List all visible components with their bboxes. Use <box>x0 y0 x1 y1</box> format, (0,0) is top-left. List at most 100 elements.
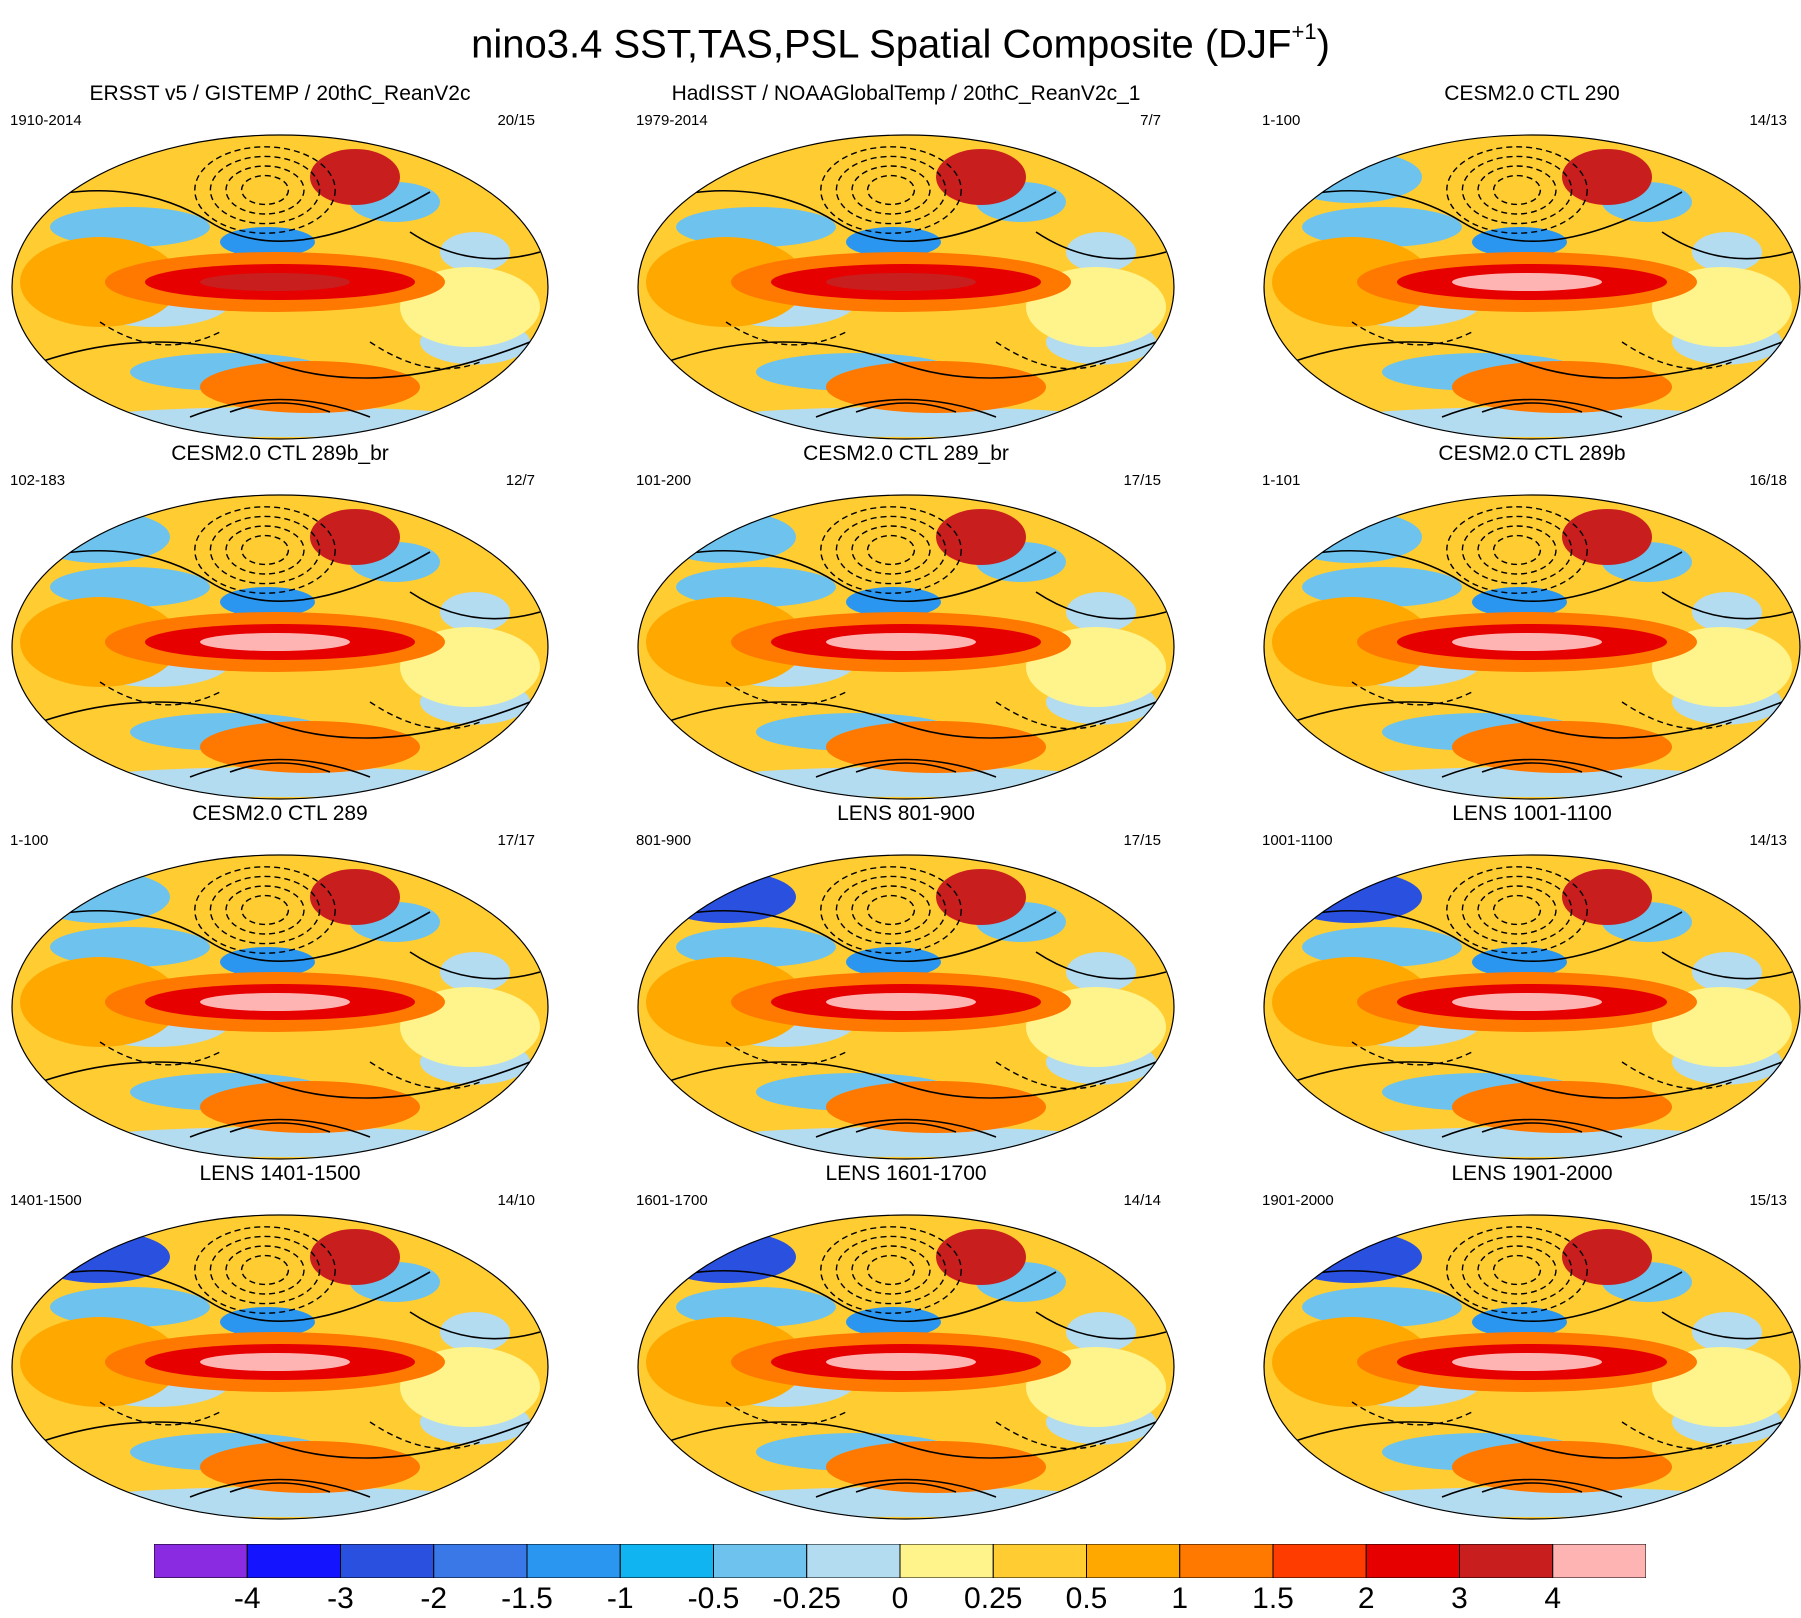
psl-contour-positive <box>39 1061 531 1099</box>
panel-title: LENS 1601-1700 <box>825 1162 987 1185</box>
psl-contour-positive <box>815 758 997 778</box>
colorbar-tick-label: 0.5 <box>1065 1582 1108 1615</box>
panel-count: 20/15 <box>497 112 535 129</box>
map-projection <box>11 1214 549 1520</box>
map-projection <box>1263 1214 1801 1520</box>
anomaly-region <box>1472 1307 1567 1337</box>
map-projection <box>637 854 1175 1160</box>
psl-contour-negative <box>835 1235 947 1305</box>
panel-count: 16/18 <box>1749 472 1787 489</box>
psl-contour-positive <box>1481 1482 1583 1493</box>
colorbar-swatch <box>619 1544 714 1578</box>
psl-contour-negative <box>835 155 947 225</box>
colorbar-swatch <box>1086 1544 1181 1578</box>
psl-contour-negative <box>194 1226 336 1314</box>
psl-contour-positive <box>1291 1061 1783 1099</box>
psl-contour-negative <box>1621 701 1733 730</box>
panel-title: CESM2.0 CTL 289b <box>1438 442 1626 465</box>
colorbar-tick-label: -2 <box>420 1582 448 1615</box>
psl-contour-negative <box>1477 1245 1557 1295</box>
panel-title: CESM2.0 CTL 290 <box>1444 82 1620 105</box>
anomaly-region <box>676 567 836 607</box>
map-outline <box>637 1214 1175 1520</box>
panel-title: LENS 1001-1100 <box>1452 802 1612 825</box>
colorbar-tick-label: 1.5 <box>1252 1582 1294 1615</box>
map-panel: CESM2.0 CTL 289b 1-101 16/18 <box>1252 442 1801 802</box>
map-outline <box>11 134 549 440</box>
panel-count: 17/15 <box>1123 832 1161 849</box>
anomaly-region <box>20 1317 180 1407</box>
map-panel: LENS 1601-1700 1601-1700 14/14 <box>626 1162 1186 1522</box>
psl-contour-positive <box>855 762 957 773</box>
panel-count: 12/7 <box>505 472 535 489</box>
map-outline <box>11 854 549 1160</box>
panel-period: 1401-1500 <box>10 1192 82 1209</box>
colorbar-tick-label: -0.5 <box>687 1582 740 1615</box>
psl-contour-positive <box>229 1122 331 1133</box>
psl-contour-negative <box>866 534 916 566</box>
anomaly-region <box>220 947 315 977</box>
colorbar-swatch <box>1552 1544 1646 1578</box>
psl-contour-negative <box>225 525 305 575</box>
psl-contour-negative <box>851 885 931 935</box>
panel-title: CESM2.0 CTL 289_br <box>803 442 1009 465</box>
psl-contour-negative <box>995 1421 1107 1450</box>
anomaly-region <box>826 1353 976 1371</box>
anomaly-region <box>1066 592 1136 632</box>
panel-count: 15/13 <box>1749 1192 1787 1209</box>
psl-contour-negative <box>240 894 290 926</box>
psl-contour-positive <box>815 1118 997 1138</box>
anomaly-region <box>826 721 1046 773</box>
psl-contour-negative <box>1492 174 1542 206</box>
psl-contour-negative <box>835 515 947 585</box>
psl-contour-negative <box>1461 1235 1573 1305</box>
anomaly-region <box>1066 232 1136 272</box>
map-projection <box>637 1214 1175 1520</box>
anomaly-region <box>936 869 1026 925</box>
psl-contour-negative <box>240 534 290 566</box>
psl-contour-negative <box>1461 155 1573 225</box>
anomaly-region <box>1272 597 1432 687</box>
panel-period: 1901-2000 <box>1262 1192 1334 1209</box>
psl-contour-positive <box>409 591 541 620</box>
panel-period: 101-200 <box>636 472 692 489</box>
panel-count: 17/15 <box>1123 472 1161 489</box>
psl-contour-negative <box>225 885 305 935</box>
anomaly-region <box>310 1229 400 1285</box>
psl-contour-negative <box>725 1041 847 1066</box>
anomaly-region <box>200 721 420 773</box>
psl-contour-negative <box>866 1254 916 1286</box>
anomaly-region <box>310 149 400 205</box>
map-outline <box>637 494 1175 800</box>
psl-contour-positive <box>1441 398 1623 418</box>
anomaly-region <box>200 361 420 413</box>
psl-contour-positive <box>229 402 331 413</box>
panel-title: CESM2.0 CTL 289b_br <box>171 442 389 465</box>
anomaly-region <box>646 1317 806 1407</box>
map-outline <box>11 494 549 800</box>
psl-contour-negative <box>1492 534 1542 566</box>
psl-contour-negative <box>995 701 1107 730</box>
psl-contour-positive <box>1661 591 1793 620</box>
anomaly-region <box>1066 952 1136 992</box>
psl-contour-negative <box>225 165 305 215</box>
anomaly-region <box>50 1287 210 1327</box>
anomaly-region <box>220 1307 315 1337</box>
psl-contour-negative <box>369 701 481 730</box>
anomaly-region <box>200 1441 420 1493</box>
map-projection <box>11 494 549 800</box>
anomaly-region <box>1066 1312 1136 1352</box>
psl-contour-positive <box>1035 1311 1167 1340</box>
colorbar-swatch <box>806 1544 901 1578</box>
psl-contour-negative <box>835 875 947 945</box>
anomaly-region <box>826 361 1046 413</box>
psl-contour-negative <box>1621 1061 1733 1090</box>
psl-contour-negative <box>866 894 916 926</box>
colorbar-swatch <box>154 1544 248 1578</box>
colorbar-swatch <box>992 1544 1087 1578</box>
colorbar-tick-label: -1.5 <box>501 1582 553 1615</box>
psl-contour-positive <box>1271 910 1683 963</box>
psl-contour-negative <box>1446 1226 1588 1314</box>
anomaly-region <box>826 273 976 291</box>
panel-count: 14/14 <box>1123 1192 1161 1209</box>
